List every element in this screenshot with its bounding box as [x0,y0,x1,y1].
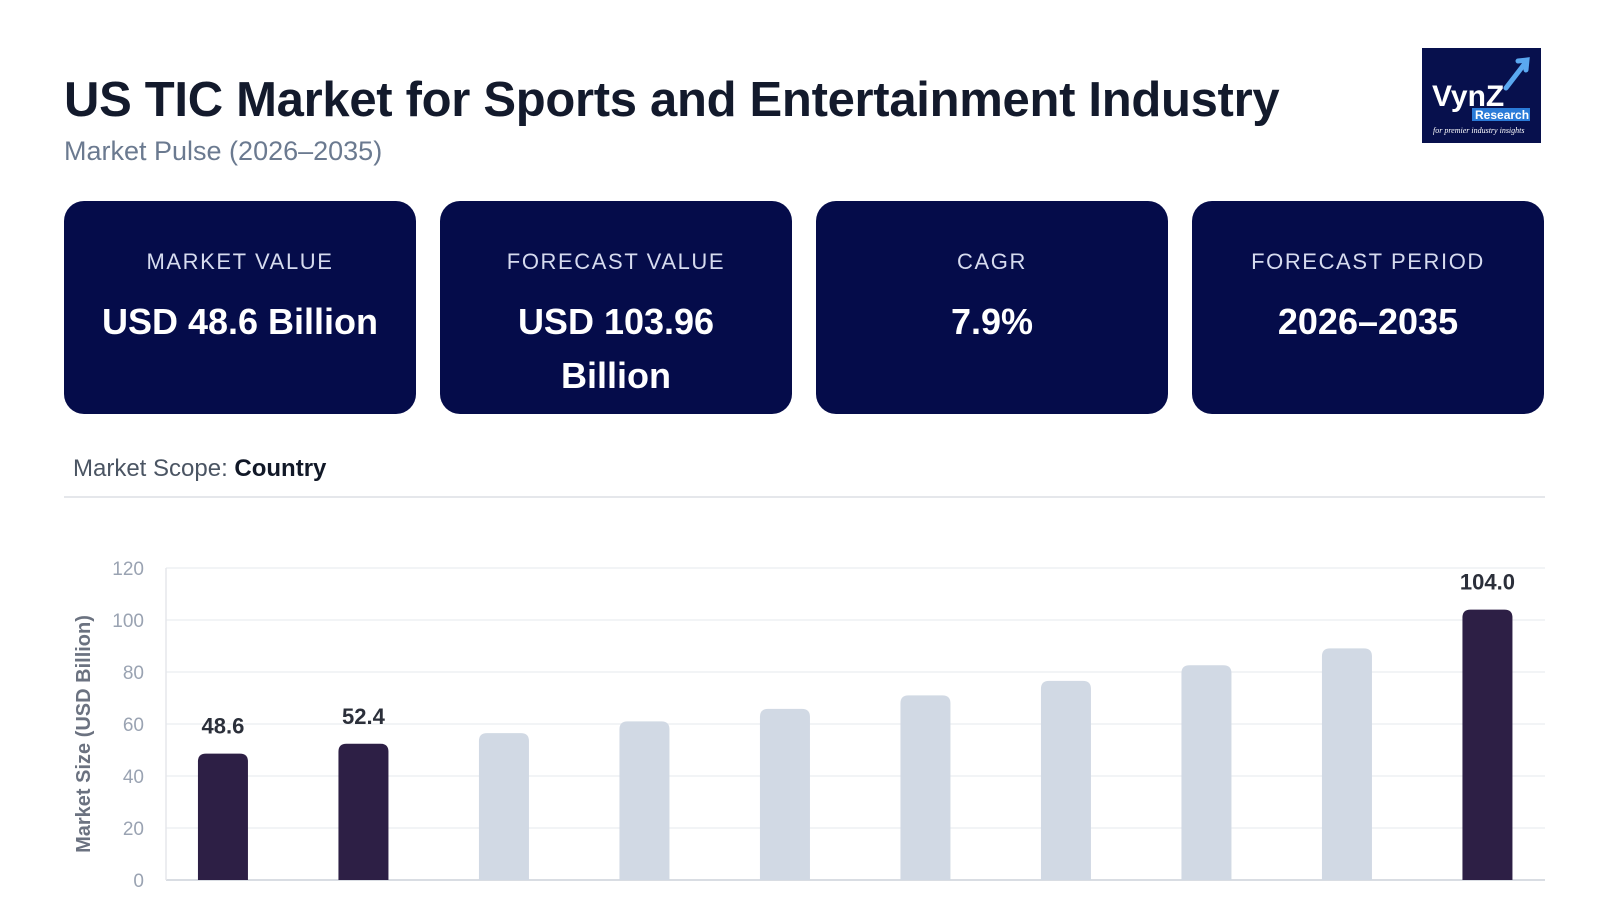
data-label: 48.6 [202,714,245,739]
y-axis-title: Market Size (USD Billion) [73,615,95,853]
bar-2029 [619,721,670,880]
logo-tagline-text: for premier industry insights [1433,126,1524,135]
market-scope-value: Country [234,455,327,482]
bar-2026 [197,753,248,880]
y-tick-label: 40 [123,767,144,788]
cagr-card: CAGR 7.9% [816,201,1168,414]
bar-2030 [759,708,810,880]
bar-2032 [1040,680,1091,880]
divider [64,496,1545,498]
bar-2027 [338,743,389,880]
data-label: 52.4 [342,704,386,729]
bar-2033 [1181,665,1232,880]
page-subtitle: Market Pulse (2026–2035) [64,136,383,166]
vynz-research-logo: VynZ Research for premier industry insig… [1422,48,1541,143]
y-tick-label: 20 [123,819,144,840]
forecast-period-card: FORECAST PERIOD 2026–2035 [1192,201,1544,414]
card-value: USD 103.96 Billion [517,301,715,396]
bar-2028 [478,733,529,880]
bar-2035 [1462,609,1513,880]
card-value: 7.9% [950,301,1034,342]
card-value: 2026–2035 [1277,301,1459,342]
bar-2031 [900,695,951,880]
y-tick-label: 80 [123,663,144,684]
y-tick-label: 120 [112,559,144,580]
logo-brand-text: VynZ [1432,80,1504,113]
market-scope: Market Scope: Country [73,455,326,483]
market-size-bar-chart: 0 20 40 60 80 100 120 Market Size (USD Billion)… [73,559,1545,892]
kpi-cards: MARKET VALUE USD 48.6 Billion FORECAST V… [64,201,1544,414]
market-value-card: MARKET VALUE USD 48.6 Billion [64,201,416,414]
y-tick-label: 0 [133,871,144,892]
market-scope-label: Market Scope: [73,455,228,482]
logo-sub-text: Research [1475,108,1529,122]
forecast-value-card: FORECAST VALUE USD 103.96 Billion [440,201,792,414]
card-label: FORECAST PERIOD [1251,249,1485,274]
page-title: US TIC Market for Sports and Entertainme… [64,73,1280,127]
card-label: MARKET VALUE [146,249,334,274]
card-value: USD 48.6 Billion [101,301,379,342]
bar-2034 [1321,648,1372,880]
y-tick-label: 60 [123,715,144,736]
card-label: CAGR [957,249,1027,274]
logo-arrow-icon [1503,57,1530,91]
card-label: FORECAST VALUE [506,249,726,274]
data-label: 104.0 [1460,570,1515,595]
y-tick-label: 100 [112,611,144,632]
